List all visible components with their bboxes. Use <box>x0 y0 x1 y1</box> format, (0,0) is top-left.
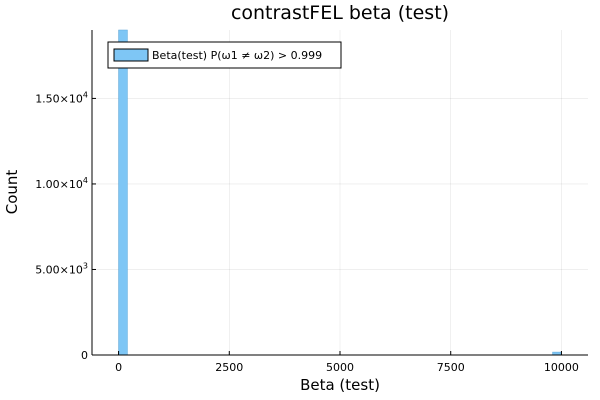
legend: Beta(test) P(ω1 ≠ ω2) > 0.999 <box>107 41 342 69</box>
x-tick-label: 7500 <box>437 361 465 374</box>
y-tick-mantissa: 1.00×10 <box>35 178 83 191</box>
y-tick-label: 0 <box>81 349 88 362</box>
y-tick-exponent: 3 <box>83 261 88 270</box>
y-tick-exponent: 4 <box>83 176 88 185</box>
x-ticks: 0 2500 5000 7500 10000 <box>115 351 579 374</box>
x-tick-label: 5000 <box>326 361 354 374</box>
y-tick-exponent: 4 <box>83 90 88 99</box>
y-tick-mantissa: 0 <box>81 349 88 362</box>
legend-label: Beta(test) P(ω1 ≠ ω2) > 0.999 <box>152 49 322 62</box>
y-tick-label: 1.00×104 <box>35 176 88 191</box>
y-tick-mantissa: 1.50×10 <box>35 92 83 105</box>
grid-lines <box>92 30 588 356</box>
histogram-bar <box>118 29 128 356</box>
x-tick-label: 10000 <box>544 361 579 374</box>
x-tick-label: 2500 <box>215 361 243 374</box>
y-tick-label: 1.50×104 <box>35 90 88 105</box>
legend-swatch <box>113 48 149 62</box>
y-tick-mantissa: 5.00×10 <box>35 263 83 276</box>
x-tick-label: 0 <box>115 361 122 374</box>
chart-title: contrastFEL beta (test) <box>231 2 449 24</box>
y-tick-label: 5.00×103 <box>35 261 88 276</box>
x-axis-label: Beta (test) <box>300 376 380 394</box>
y-axis-label: Count <box>3 170 21 215</box>
